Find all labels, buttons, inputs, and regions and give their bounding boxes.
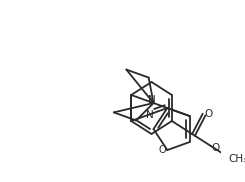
Text: O: O <box>159 145 167 155</box>
Text: O: O <box>212 143 220 153</box>
Text: O: O <box>204 109 212 119</box>
Text: N: N <box>146 110 154 120</box>
Text: N: N <box>148 95 156 105</box>
Text: CH₃: CH₃ <box>228 154 245 164</box>
